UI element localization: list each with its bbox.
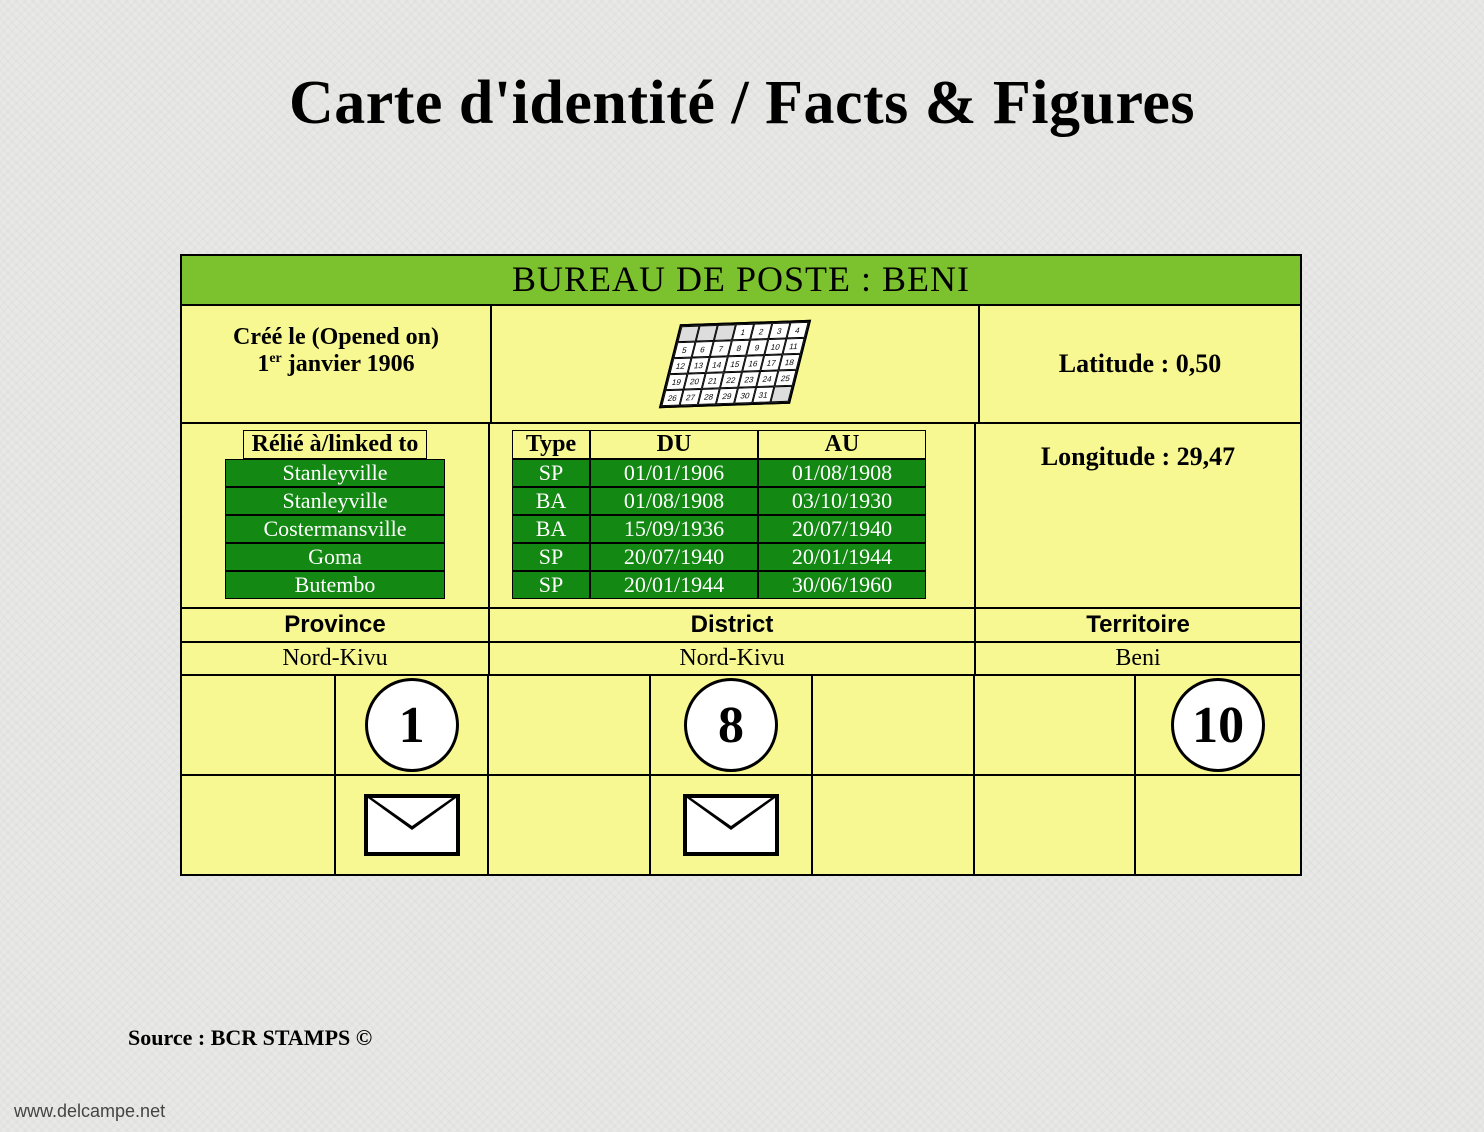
type-cell: 01/08/1908 (590, 487, 758, 515)
envelope-row (182, 776, 1300, 874)
env-slot-5 (813, 776, 975, 874)
created-label: Créé le (Opened on) (182, 324, 490, 351)
type-cell: BA (512, 515, 590, 543)
linked-item: Costermansville (225, 515, 445, 543)
type-cell: 30/06/1960 (758, 571, 926, 599)
type-cell: SP (512, 459, 590, 487)
district-value: Nord-Kivu (490, 643, 976, 674)
type-row: BA15/09/193620/07/1940 (512, 515, 926, 543)
linked-cell: Rélié à/linked to StanleyvilleStanleyvil… (182, 424, 490, 607)
badge-slot-3 (489, 676, 651, 774)
linked-item: Stanleyville (225, 487, 445, 515)
source-text: Source : BCR STAMPS © (128, 1025, 372, 1051)
type-cell: 20/01/1944 (758, 543, 926, 571)
type-cell: 01/01/1906 (590, 459, 758, 487)
th-au: AU (758, 430, 926, 459)
type-table-body: SP01/01/190601/08/1908BA01/08/190803/10/… (512, 459, 926, 599)
badge-slot-4: 8 (651, 676, 813, 774)
badge-row: 1 8 10 (182, 676, 1300, 776)
badge-slot-5 (813, 676, 975, 774)
type-cell: 01/08/1908 (758, 459, 926, 487)
env-slot-2 (336, 776, 490, 874)
type-cell: 03/10/1930 (758, 487, 926, 515)
env-slot-1 (182, 776, 336, 874)
latitude-cell: Latitude : 0,50 (980, 306, 1300, 422)
province-badge: 1 (365, 678, 459, 772)
linked-list: StanleyvilleStanleyvilleCostermansvilleG… (225, 459, 445, 599)
page-title: Carte d'identité / Facts & Figures (0, 0, 1484, 139)
badge-slot-7: 10 (1136, 676, 1300, 774)
type-row: SP20/01/194430/06/1960 (512, 571, 926, 599)
th-type: Type (512, 430, 590, 459)
type-cell: 20/07/1940 (758, 515, 926, 543)
env-slot-6 (975, 776, 1137, 874)
linked-item: Butembo (225, 571, 445, 599)
created-date: 1er janvier 1906 (182, 351, 490, 378)
district-header: District (490, 609, 976, 641)
calendar-icon: 1234567891011121314151617181920212223242… (659, 320, 811, 408)
badge-slot-6 (975, 676, 1137, 774)
card-header: BUREAU DE POSTE : BENI (182, 256, 1300, 306)
type-cell: SP (512, 543, 590, 571)
linked-item: Stanleyville (225, 459, 445, 487)
longitude-cell: Longitude : 29,47 (976, 424, 1300, 607)
watermark-text: www.delcampe.net (14, 1101, 165, 1122)
env-slot-4 (651, 776, 813, 874)
created-day: 1 (257, 351, 269, 377)
type-cell: 15/09/1936 (590, 515, 758, 543)
badge-slot-1 (182, 676, 336, 774)
created-suffix: er (269, 351, 281, 366)
territoire-value: Beni (976, 643, 1300, 674)
geo-value-row: Nord-Kivu Nord-Kivu Beni (182, 643, 1300, 676)
th-du: DU (590, 430, 758, 459)
row-linked-type-longitude: Rélié à/linked to StanleyvilleStanleyvil… (182, 424, 1300, 609)
calendar-cell: 1234567891011121314151617181920212223242… (492, 306, 980, 422)
created-cell: Créé le (Opened on) 1er janvier 1906 (182, 306, 492, 422)
created-rest: janvier 1906 (282, 351, 415, 377)
badge-slot-2: 1 (336, 676, 490, 774)
type-row: SP20/07/194020/01/1944 (512, 543, 926, 571)
row-created-latitude: Créé le (Opened on) 1er janvier 1906 123… (182, 306, 1300, 424)
province-value: Nord-Kivu (182, 643, 490, 674)
env-slot-7 (1136, 776, 1300, 874)
territoire-badge: 10 (1171, 678, 1265, 772)
type-cell: 20/01/1944 (590, 571, 758, 599)
district-badge: 8 (684, 678, 778, 772)
linked-item: Goma (225, 543, 445, 571)
type-table-headers: Type DU AU (512, 430, 926, 459)
type-table: Type DU AU SP01/01/190601/08/1908BA01/08… (512, 430, 926, 599)
geo-header-row: Province District Territoire (182, 609, 1300, 643)
type-cell: SP (512, 571, 590, 599)
calendar-grid: 1234567891011121314151617181920212223242… (659, 320, 811, 408)
linked-header: Rélié à/linked to (243, 430, 428, 459)
type-cell: Type DU AU SP01/01/190601/08/1908BA01/08… (490, 424, 976, 607)
province-header: Province (182, 609, 490, 641)
territoire-header: Territoire (976, 609, 1300, 641)
envelope-icon (683, 794, 779, 856)
type-cell: BA (512, 487, 590, 515)
env-slot-3 (489, 776, 651, 874)
type-row: SP01/01/190601/08/1908 (512, 459, 926, 487)
page: Carte d'identité / Facts & Figures BUREA… (0, 0, 1484, 1132)
envelope-icon (364, 794, 460, 856)
identity-card: BUREAU DE POSTE : BENI Créé le (Opened o… (180, 254, 1302, 876)
type-row: BA01/08/190803/10/1930 (512, 487, 926, 515)
type-cell: 20/07/1940 (590, 543, 758, 571)
